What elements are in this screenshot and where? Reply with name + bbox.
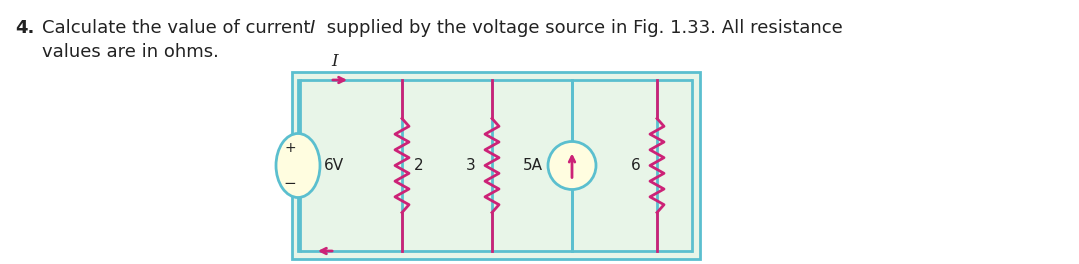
Text: +: +	[284, 140, 296, 154]
Text: 4.: 4.	[15, 19, 35, 37]
Bar	[292, 72, 700, 259]
Text: −: −	[284, 176, 297, 191]
Ellipse shape	[276, 134, 320, 197]
Text: I: I	[310, 19, 315, 37]
Circle shape	[548, 142, 596, 190]
Text: 6: 6	[631, 158, 641, 173]
Text: 5A: 5A	[523, 158, 543, 173]
Text: 6V: 6V	[324, 158, 344, 173]
Text: values are in ohms.: values are in ohms.	[42, 43, 219, 61]
Text: Calculate the value of current: Calculate the value of current	[42, 19, 316, 37]
Text: I: I	[331, 53, 339, 70]
Text: 2: 2	[414, 158, 424, 173]
Text: supplied by the voltage source in Fig. 1.33. All resistance: supplied by the voltage source in Fig. 1…	[320, 19, 843, 37]
Text: 3: 3	[466, 158, 476, 173]
